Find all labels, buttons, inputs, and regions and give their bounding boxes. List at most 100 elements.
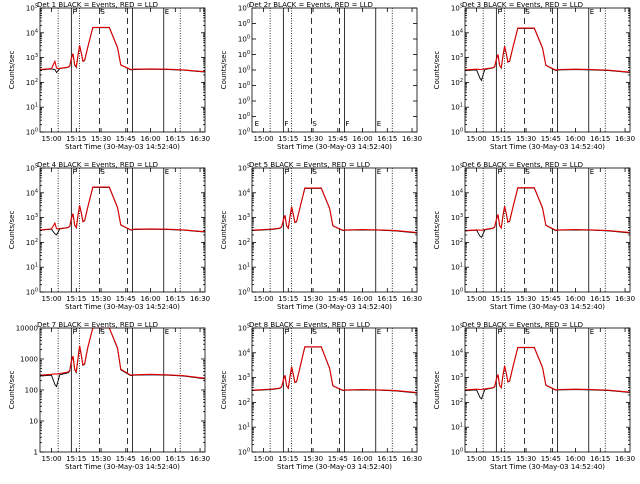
flag-label: F <box>284 168 288 176</box>
x-tick-label: 15:45 <box>541 455 561 463</box>
x-tick-label: 16:15 <box>590 135 610 143</box>
x-axis-label: Start Time (30-May-03 14:52:40) <box>277 463 392 471</box>
x-tick-label: 15:15 <box>491 455 511 463</box>
flag-label: E <box>377 328 381 336</box>
y-axis-label: Counts/sec <box>220 371 228 410</box>
lld-series-line <box>251 346 418 394</box>
x-axis-label: Start Time (30-May-03 14:52:40) <box>490 303 605 311</box>
y-tick-label: 103 <box>26 53 38 62</box>
flag-label: F <box>345 120 349 128</box>
y-axis-label: Counts/sec <box>8 211 16 250</box>
flag-label: E <box>377 120 381 128</box>
x-tick-label: 15:45 <box>328 295 348 303</box>
x-tick-label: 15:45 <box>116 135 136 143</box>
lld-series-line <box>39 186 206 233</box>
x-tick-label: 16:30 <box>615 455 635 463</box>
x-tick-label: 16:30 <box>402 455 422 463</box>
x-tick-label: 16:30 <box>190 455 210 463</box>
y-tick-label: 104 <box>451 28 463 37</box>
panel-title: Det 8 BLACK = Events, RED = LLD <box>249 321 370 329</box>
y-tick-label: 100 <box>238 35 250 44</box>
y-tick-label: 100 <box>451 128 463 137</box>
y-tick-label: 103 <box>26 213 38 222</box>
y-tick-label: 1 <box>34 449 38 457</box>
x-tick-label: 15:15 <box>66 295 86 303</box>
panel-title: Det 3 BLACK = Events, RED = LLD <box>462 1 583 9</box>
x-tick-label: 15:00 <box>253 295 273 303</box>
events-series-line <box>39 327 206 388</box>
x-tick-label: 15:00 <box>41 455 61 463</box>
y-tick-label: 100 <box>238 4 250 13</box>
y-tick-label: 100 <box>238 19 250 28</box>
x-axis-label: Start Time (30-May-03 14:52:40) <box>65 463 180 471</box>
flag-label: S <box>312 120 317 128</box>
flag-label: F <box>284 120 288 128</box>
y-tick-label: 101 <box>238 263 250 272</box>
y-axis-label: Counts/sec <box>433 211 441 250</box>
y-tick-label: 105 <box>26 164 38 173</box>
panel-title: Det 5 BLACK = Events, RED = LLD <box>249 161 370 169</box>
x-tick-label: 15:00 <box>253 135 273 143</box>
x-axis-label: Start Time (30-May-03 14:52:40) <box>490 143 605 151</box>
detector-panel-2: Det 2r BLACK = Events, RED = LLD E F S F E 100… <box>220 1 422 151</box>
y-tick-label: 101 <box>26 263 38 272</box>
flag-label: F <box>497 8 501 16</box>
y-tick-label: 100 <box>238 66 250 75</box>
flag-label: S <box>100 168 105 176</box>
plot-frame <box>39 7 206 133</box>
x-tick-label: 16:15 <box>377 135 397 143</box>
flag-label: E <box>255 120 259 128</box>
x-tick-label: 15:30 <box>516 135 536 143</box>
x-tick-label: 15:45 <box>116 455 136 463</box>
y-tick-label: 105 <box>26 4 38 13</box>
y-tick-label: 103 <box>451 53 463 62</box>
x-tick-label: 16:15 <box>165 455 185 463</box>
plot-frame <box>251 167 418 293</box>
y-tick-label: 100 <box>238 288 250 297</box>
flag-label: F <box>497 168 501 176</box>
plot-frame <box>464 7 631 133</box>
x-tick-label: 15:45 <box>541 295 561 303</box>
y-tick-label: 102 <box>451 398 463 407</box>
flag-label: S <box>100 8 105 16</box>
y-tick-label: 102 <box>26 78 38 87</box>
panel-title: Det 6 BLACK = Events, RED = LLD <box>462 161 583 169</box>
y-tick-label: 105 <box>451 4 463 13</box>
x-tick-label: 16:30 <box>402 135 422 143</box>
y-tick-label: 104 <box>26 188 38 197</box>
x-tick-label: 15:30 <box>516 295 536 303</box>
flag-label: F <box>72 168 76 176</box>
x-tick-label: 15:00 <box>41 135 61 143</box>
x-tick-label: 15:00 <box>41 295 61 303</box>
x-tick-label: 15:45 <box>328 455 348 463</box>
flag-label: E <box>165 328 169 336</box>
y-tick-label: 100 <box>25 387 38 395</box>
y-tick-label: 100 <box>238 448 250 457</box>
x-tick-label: 15:00 <box>466 135 486 143</box>
y-tick-label: 104 <box>451 188 463 197</box>
y-tick-label: 102 <box>238 238 250 247</box>
y-tick-label: 102 <box>238 398 250 407</box>
y-tick-label: 101 <box>26 103 38 112</box>
panel-title: Det 7 BLACK = Events, RED = LLD <box>37 321 158 329</box>
x-tick-label: 15:30 <box>91 295 111 303</box>
y-tick-label: 103 <box>451 373 463 382</box>
y-tick-label: 105 <box>238 164 250 173</box>
x-tick-label: 15:45 <box>541 135 561 143</box>
plot-frame <box>464 327 631 453</box>
x-tick-label: 15:15 <box>66 455 86 463</box>
plot-frame <box>464 167 631 293</box>
panel-title: Det 4 BLACK = Events, RED = LLD <box>37 161 158 169</box>
x-tick-label: 16:00 <box>140 135 160 143</box>
flag-label: E <box>377 168 381 176</box>
y-tick-label: 100 <box>26 128 38 137</box>
flag-label: E <box>590 328 594 336</box>
x-tick-label: 16:15 <box>377 295 397 303</box>
flag-label: E <box>165 168 169 176</box>
y-tick-label: 104 <box>26 28 38 37</box>
